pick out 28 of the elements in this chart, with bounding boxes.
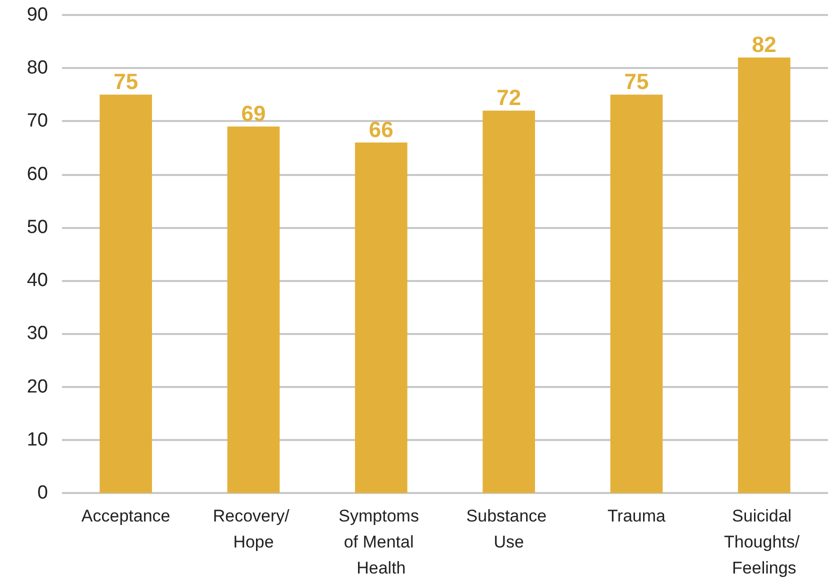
- data-label: 66: [368, 116, 394, 142]
- y-tick-label: 50: [26, 216, 48, 238]
- bar: [482, 110, 536, 493]
- data-label: 72: [496, 85, 522, 110]
- data-label: 82: [752, 32, 776, 57]
- bar: [354, 142, 408, 493]
- bar: [227, 126, 280, 493]
- x-tick-label: Acceptance: [81, 506, 170, 526]
- y-tick-label: 70: [26, 110, 48, 132]
- bar: [738, 57, 790, 493]
- bar: [610, 94, 663, 493]
- y-tick-label: 0: [37, 482, 48, 504]
- y-tick-label: 90: [26, 4, 48, 26]
- x-tick-label: Trauma: [608, 506, 666, 526]
- y-tick-label: 20: [26, 376, 48, 398]
- bar: [100, 94, 152, 493]
- data-label: 75: [624, 69, 649, 94]
- y-tick-label: 10: [26, 429, 48, 450]
- y-tick-label: 40: [26, 270, 48, 292]
- x-tick-label: Symptoms of Mental Health: [338, 506, 424, 578]
- y-tick-label: 30: [26, 323, 48, 344]
- data-label: 75: [114, 69, 138, 94]
- y-tick-label: 80: [26, 58, 48, 79]
- x-tick-label: Recovery/ Hope: [212, 506, 294, 552]
- x-tick-label: Suicidal Thoughts/ Feelings: [724, 506, 804, 578]
- x-tick-label: Substance Use: [466, 506, 552, 552]
- y-tick-label: 60: [26, 164, 48, 185]
- data-label: 69: [241, 101, 266, 126]
